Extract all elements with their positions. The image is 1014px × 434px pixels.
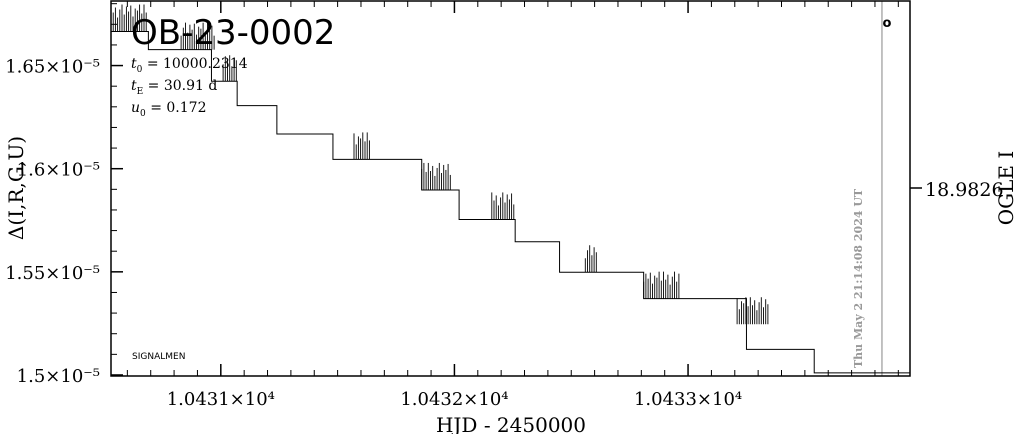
param-t0: t0 = 10000.2314 <box>131 56 248 75</box>
chart-title: OB-23-0002 <box>131 13 335 53</box>
y-axis-label: Δ(I,R,G,U) <box>4 136 28 240</box>
right-axis-tick-label: 18.9826 <box>925 179 1004 201</box>
model-step-curve <box>111 31 910 374</box>
observation-cluster <box>421 162 451 190</box>
observation-cluster <box>222 55 237 82</box>
x-tick-label: 1.0431×10⁴ <box>167 389 275 410</box>
observation-cluster <box>643 271 680 299</box>
observation-cluster <box>584 245 597 273</box>
observation-cluster <box>180 22 215 50</box>
fit-parameters: t0 = 10000.2314 tE = 30.91 d u0 = 0.172 <box>131 56 248 119</box>
x-axis-label: HJD - 2450000 <box>436 413 586 434</box>
observation-cluster <box>353 132 370 160</box>
timestamp-label: Thu May 2 21:14:08 2024 UT <box>852 188 865 368</box>
marker-symbol: o <box>883 16 892 31</box>
y-tick-label: 1.6×10⁻⁵ <box>17 160 100 181</box>
observation-cluster <box>736 297 769 325</box>
right-axis-label: OGLE I <box>994 151 1014 226</box>
param-tE: tE = 30.91 d <box>131 78 217 97</box>
y-tick-label: 1.55×10⁻⁵ <box>5 263 100 284</box>
x-tick-label: 1.0433×10⁴ <box>634 389 742 410</box>
footer-label: SIGNALMEN <box>132 352 185 362</box>
x-tick-label: 1.0432×10⁴ <box>400 389 508 410</box>
observation-cluster <box>110 4 147 32</box>
observation-cluster <box>491 192 515 220</box>
y-tick-label: 1.5×10⁻⁵ <box>17 366 100 387</box>
y-tick-label: 1.65×10⁻⁵ <box>5 57 100 78</box>
param-u0: u0 = 0.172 <box>131 100 206 119</box>
